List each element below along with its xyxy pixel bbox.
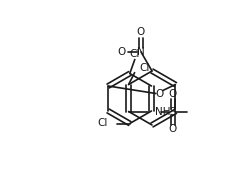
Text: Cl: Cl (140, 63, 150, 73)
Text: Cl: Cl (130, 48, 140, 58)
Text: O: O (118, 47, 126, 57)
Text: NH: NH (155, 107, 170, 116)
Text: O: O (169, 89, 177, 98)
Text: O: O (156, 89, 164, 98)
Text: O: O (169, 125, 177, 134)
Text: S: S (169, 107, 176, 116)
Text: Cl: Cl (97, 118, 108, 129)
Text: O: O (137, 27, 145, 37)
Text: N: N (137, 47, 145, 57)
